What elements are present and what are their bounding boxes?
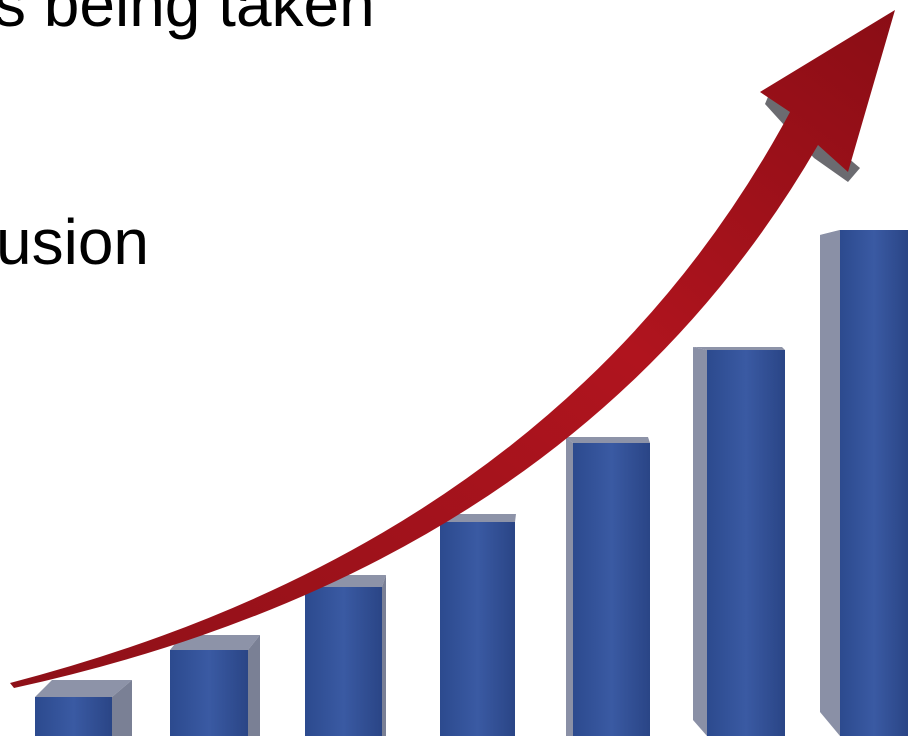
text-line: s being taken (0, 0, 375, 40)
bar-side (112, 680, 132, 736)
arrow-body (10, 10, 895, 688)
bar-side (382, 575, 386, 736)
bar-side (820, 230, 840, 736)
bar (35, 697, 112, 736)
bar-top (170, 635, 260, 650)
bar-top (693, 347, 785, 350)
bars (35, 230, 908, 736)
text-line: usion (0, 206, 149, 278)
bar (707, 350, 785, 736)
bar (170, 650, 248, 736)
bar (573, 443, 650, 736)
bar-top (566, 437, 650, 443)
bar (440, 522, 515, 736)
arrow (10, 10, 895, 688)
bar (840, 230, 908, 736)
bar-top (35, 680, 132, 697)
bar-side (693, 347, 707, 736)
bar (305, 587, 382, 736)
bar-top (440, 514, 516, 522)
bar-side (248, 635, 260, 736)
bar-side (566, 437, 573, 736)
